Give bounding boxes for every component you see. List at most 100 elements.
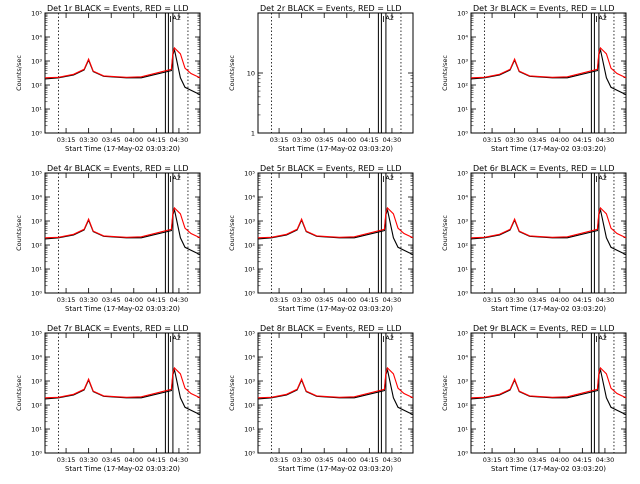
series-line-lld [470,46,627,79]
y-tick-label: 10⁰ [31,450,42,458]
series-line-events [44,369,201,416]
y-tick-label: 10¹ [31,426,42,434]
x-tick-label: 03:30 [292,296,311,304]
series-line-events [257,209,414,256]
y-tick-label: 10⁵ [31,10,42,18]
series-line-lld [257,366,414,399]
panel-title: Det 2r BLACK = Events, RED = LLD [260,4,402,13]
x-tick-label: 03:45 [102,296,121,304]
panel-title: Det 6r BLACK = Events, RED = LLD [473,164,615,173]
x-tick-label: 04:30 [596,296,615,304]
marker-flag-label: A2 [172,334,181,342]
y-tick-label: 10⁰ [31,290,42,298]
marker-flag-label: A2 [172,174,181,182]
plot-frame [44,332,201,454]
series-line-events [470,369,627,416]
x-tick-label: 04:15 [147,136,166,144]
series-line-lld [470,366,627,399]
y-tick-label: 10¹ [31,106,42,114]
y-axis-label: Counts/sec [15,215,23,251]
panel-det-8: Det 8r BLACK = Events, RED = LLD 10⁰ 10¹ 10… [228,324,414,473]
x-tick-label: 04:00 [337,296,356,304]
y-tick-label: 10¹ [457,426,468,434]
y-tick-label: 10⁵ [457,170,468,178]
x-tick-label: 03:45 [528,456,547,464]
x-tick-label: 04:15 [573,456,592,464]
x-tick-label: 03:30 [505,136,524,144]
panel-det-6: Det 6r BLACK = Events, RED = LLD 10⁰ 10¹ 10… [441,164,627,313]
y-tick-label: 10³ [31,218,42,226]
x-tick-label: 03:15 [57,136,76,144]
x-tick-label: 03:30 [292,136,311,144]
x-tick-label: 04:00 [124,296,143,304]
y-tick-label: 10⁵ [244,170,255,178]
series-line-events [44,49,201,96]
panel-det-7: Det 7r BLACK = Events, RED = LLD 10⁰ 10¹ 10… [15,324,201,473]
series-line-events [44,209,201,256]
x-tick-label: 04:15 [147,296,166,304]
panel-det-9: Det 9r BLACK = Events, RED = LLD 10⁰ 10¹ 10… [441,324,627,473]
x-tick-label: 03:45 [102,456,121,464]
y-tick-label: 10¹ [244,266,255,274]
y-axis-label: Counts/sec [441,375,449,411]
x-tick-label: 03:45 [315,136,334,144]
x-tick-label: 03:15 [57,296,76,304]
y-axis-label: Counts/sec [15,375,23,411]
x-tick-label: 03:30 [505,296,524,304]
panel-det-5: Det 5r BLACK = Events, RED = LLD 10⁰ 10¹ 10… [228,164,414,313]
x-axis-label: Start Time (17-May-02 03:03:20) [65,305,180,313]
x-tick-label: 03:45 [315,296,334,304]
x-tick-label: 04:00 [550,136,569,144]
y-axis-label: Counts/sec [441,215,449,251]
x-tick-label: 03:15 [483,296,502,304]
series-line-lld [470,206,627,239]
x-tick-label: 04:00 [337,136,356,144]
x-tick-label: 04:30 [170,296,189,304]
x-tick-label: 04:15 [573,296,592,304]
y-tick-label: 10³ [457,218,468,226]
x-tick-label: 04:30 [170,136,189,144]
series-line-lld [44,206,201,239]
y-tick-label: 10² [457,242,468,250]
y-tick-label: 10⁰ [457,130,468,138]
panel-title: Det 8r BLACK = Events, RED = LLD [260,324,402,333]
x-tick-label: 03:15 [270,456,289,464]
y-tick-label: 10⁵ [457,330,468,338]
y-tick-label: 1 [251,130,255,138]
x-tick-label: 04:30 [383,456,402,464]
x-axis-label: Start Time (17-May-02 03:03:20) [65,465,180,473]
x-tick-label: 03:15 [483,136,502,144]
x-tick-label: 03:15 [270,296,289,304]
y-tick-label: 10⁴ [31,354,42,362]
y-tick-label: 10³ [244,378,255,386]
x-tick-label: 03:45 [528,136,547,144]
x-tick-label: 04:15 [360,136,379,144]
panel-title: Det 1r BLACK = Events, RED = LLD [47,4,189,13]
y-tick-label: 10¹ [457,106,468,114]
plot-frame [257,12,414,134]
y-tick-label: 10³ [31,58,42,66]
y-tick-label: 10³ [244,218,255,226]
x-axis-label: Start Time (17-May-02 03:03:20) [278,145,393,153]
y-tick-label: 10⁴ [244,354,255,362]
x-tick-label: 03:15 [483,456,502,464]
y-tick-label: 10² [31,242,42,250]
y-tick-label: 10¹ [457,266,468,274]
y-tick-label: 10² [457,82,468,90]
panel-title: Det 5r BLACK = Events, RED = LLD [260,164,402,173]
panel-det-1: Det 1r BLACK = Events, RED = LLD 10⁰ 10¹ 10… [15,4,201,153]
plot-frame [44,12,201,134]
y-tick-label: 10² [31,82,42,90]
x-axis-label: Start Time (17-May-02 03:03:20) [65,145,180,153]
plot-frame [470,172,627,294]
x-tick-label: 03:30 [79,296,98,304]
plot-frame [257,332,414,454]
plot-frame [470,12,627,134]
y-tick-label: 10⁴ [457,194,468,202]
y-axis-label: Counts/sec [228,375,236,411]
panel-det-2: Det 2r BLACK = Events, RED = LLD 1 10 03:15… [228,4,414,153]
x-tick-label: 03:45 [528,296,547,304]
y-tick-label: 10² [31,402,42,410]
marker-flag-label: A2 [598,174,607,182]
